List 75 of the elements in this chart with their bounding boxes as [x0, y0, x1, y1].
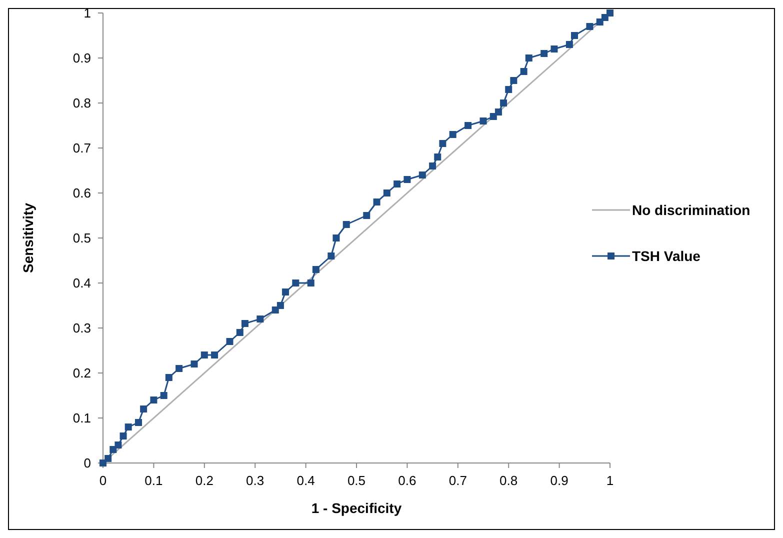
point	[571, 32, 578, 39]
x-tick-label: 0.2	[195, 473, 214, 488]
legend-label: TSH Value	[632, 248, 701, 264]
y-tick-label: 0.6	[72, 186, 91, 201]
point	[342, 221, 350, 228]
x-tick-label: 0.5	[347, 473, 366, 488]
point	[383, 190, 390, 196]
y-tick-label: 1	[84, 6, 91, 21]
y-tick-label: 0.2	[72, 366, 91, 381]
point	[120, 432, 127, 440]
y-tick-label: 0.3	[72, 320, 91, 336]
point	[439, 140, 446, 147]
point	[404, 176, 411, 183]
point	[525, 54, 532, 62]
point	[429, 162, 436, 170]
point	[190, 360, 198, 368]
point	[586, 23, 594, 30]
point	[550, 46, 558, 52]
point	[165, 374, 172, 381]
point	[104, 455, 112, 462]
x-tick-label: 0.9	[550, 473, 568, 488]
point	[226, 338, 234, 345]
x-tick-label: 0.3	[246, 473, 264, 488]
y-tick-label: 0.9	[72, 50, 91, 66]
point	[176, 365, 183, 372]
point	[373, 198, 380, 206]
point	[236, 329, 244, 336]
point	[276, 302, 284, 309]
point	[292, 280, 300, 286]
point	[510, 77, 518, 84]
y-axis-title: Sensitivity	[20, 202, 36, 274]
point	[160, 392, 168, 399]
point	[211, 352, 218, 358]
point	[114, 442, 122, 448]
point	[312, 266, 320, 273]
point	[124, 424, 132, 430]
y-tick-label: 0.5	[72, 230, 91, 246]
y-tick-label: 0.7	[72, 140, 91, 156]
point	[134, 419, 142, 426]
x-tick-label: 0	[99, 473, 107, 488]
x-tick-label: 0.8	[500, 473, 518, 488]
point	[140, 406, 148, 412]
point	[566, 41, 573, 48]
point	[394, 180, 401, 188]
legend-label: No discrimination	[632, 202, 750, 218]
x-tick-label: 0.6	[398, 473, 416, 488]
y-tick-label: 0.1	[72, 410, 91, 426]
point	[449, 131, 456, 138]
point	[480, 118, 487, 124]
y-tick-label: 0.4	[72, 276, 91, 291]
y-tick-label: 0.8	[72, 96, 91, 111]
point	[363, 212, 370, 219]
point	[494, 108, 502, 116]
point	[606, 10, 614, 16]
point	[418, 172, 426, 178]
point	[464, 122, 472, 129]
point	[328, 252, 335, 260]
point	[241, 320, 248, 327]
x-tick-label: 0.4	[296, 473, 315, 488]
point	[332, 234, 340, 242]
point	[200, 352, 208, 358]
x-tick-label: 0.7	[448, 473, 467, 488]
y-tick-label: 0	[84, 456, 91, 471]
point	[307, 280, 314, 286]
point	[150, 396, 158, 404]
x-tick-label: 1	[606, 473, 614, 488]
point	[540, 50, 548, 57]
x-tick-label: 0.1	[144, 473, 163, 488]
point	[434, 154, 442, 160]
x-axis-title: 1 - Specificity	[311, 500, 402, 516]
point	[505, 86, 512, 93]
point	[500, 100, 508, 106]
point	[256, 316, 264, 322]
point	[282, 288, 290, 296]
point	[520, 68, 528, 75]
